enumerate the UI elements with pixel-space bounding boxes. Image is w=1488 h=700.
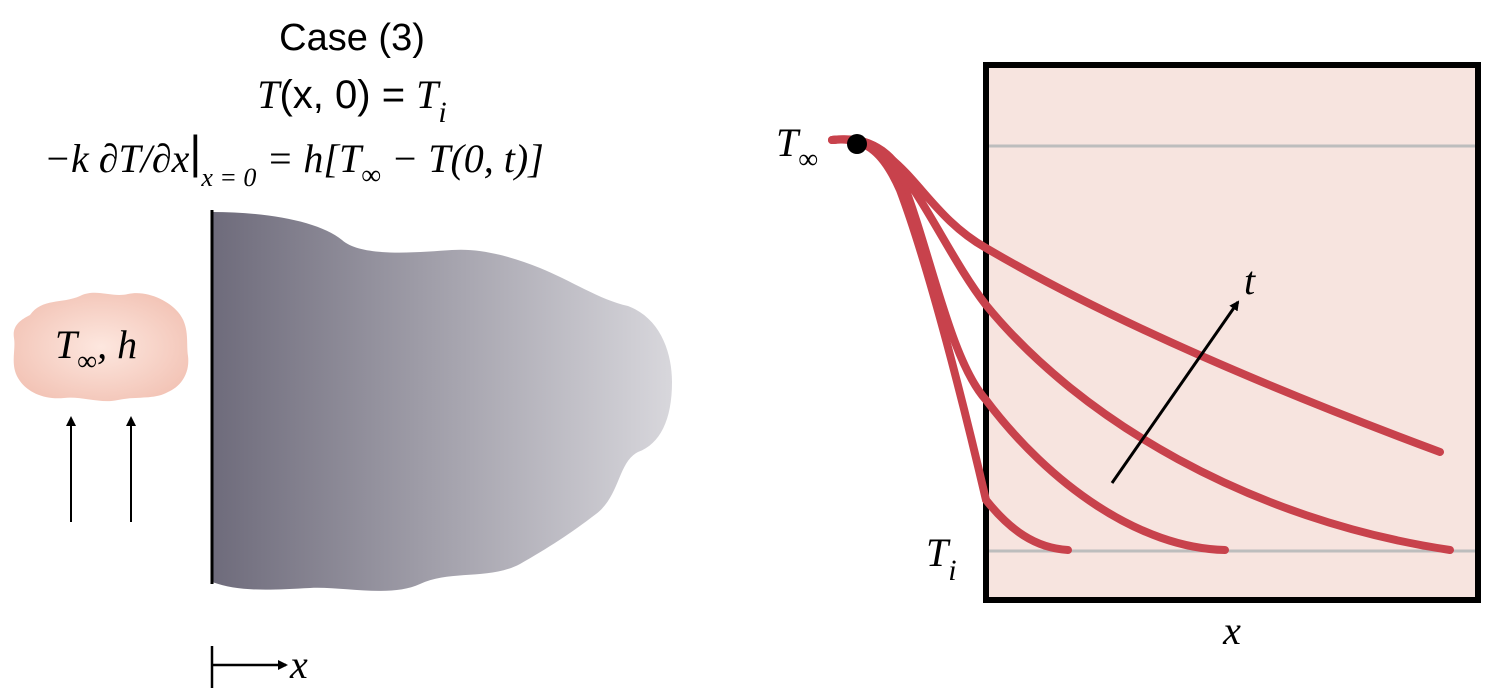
- fluid-cloud: [13, 292, 189, 402]
- t-initial-label: Ti: [926, 530, 957, 587]
- case-label: Case (3): [279, 17, 425, 59]
- x-axis-label: x: [289, 642, 308, 687]
- time-label: t: [1244, 258, 1256, 303]
- semi-infinite-solid: [212, 212, 672, 591]
- plot-frame: [983, 62, 1481, 603]
- initial-condition: T(x, 0) = Ti: [257, 72, 447, 129]
- t-infinity-label: T∞: [776, 120, 818, 175]
- fluid-label: T∞, h: [55, 322, 137, 377]
- temperature-curve: [828, 135, 1229, 554]
- time-direction-arrow-icon: [1110, 300, 1240, 484]
- boundary-condition: −k ∂T/∂x|x = 0 = h[T∞ − T(0, t)]: [44, 126, 544, 192]
- surface-temperature-point: [847, 134, 867, 154]
- temperature-curve: [828, 135, 1072, 554]
- plot-x-label: x: [1222, 608, 1241, 653]
